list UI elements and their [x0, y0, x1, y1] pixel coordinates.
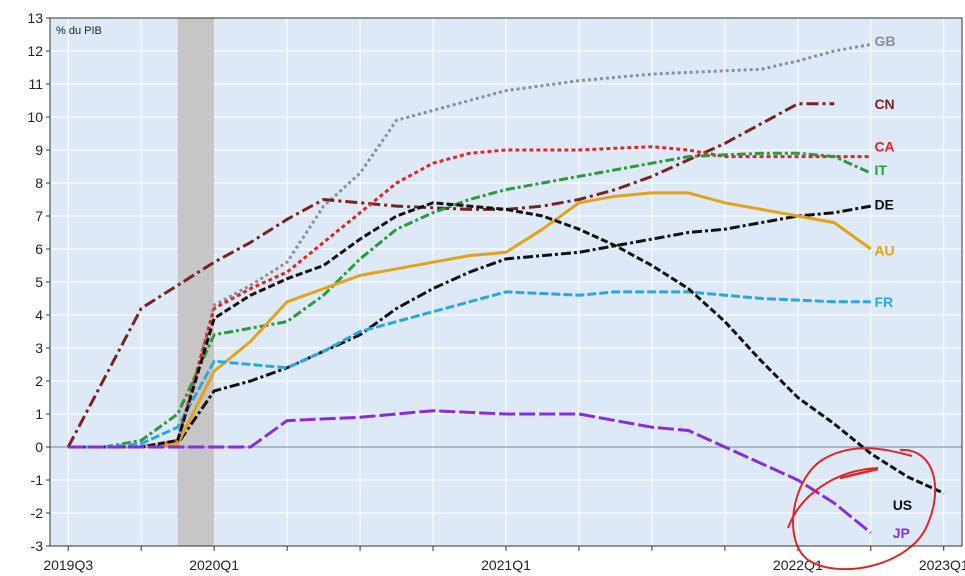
y-tick-label: 4	[35, 307, 43, 323]
y-tick-label: -2	[31, 505, 44, 521]
shaded-recession-band	[177, 18, 215, 546]
y-axis-label: % du PIB	[56, 25, 102, 37]
y-tick-label: 13	[27, 10, 43, 26]
x-tick-label: 2020Q1	[189, 557, 239, 573]
series-lines	[66, 42, 945, 534]
y-tick-label: -1	[31, 472, 44, 488]
y-tick-label: 3	[35, 340, 43, 356]
plot-frame	[49, 17, 963, 547]
y-tick-label: 5	[35, 274, 43, 290]
y-tick-label: -3	[31, 538, 44, 554]
y-tick-label: 2	[35, 373, 43, 389]
y-tick-label: 0	[35, 439, 43, 455]
series-label-au: AU	[874, 243, 894, 259]
x-tick-label: 2023Q1	[919, 557, 965, 573]
series-line-de	[68, 204, 872, 449]
y-tick-label: 9	[35, 142, 43, 158]
y-tick-label: 8	[35, 175, 43, 191]
red-tick-mark	[839, 467, 879, 480]
x-axis-ticks: 2019Q3 2020Q1 2021Q1 2022Q1 2023Q1	[43, 546, 965, 573]
series-label-ca: CA	[874, 139, 894, 155]
series-line-ca	[68, 145, 871, 449]
y-tick-label: 1	[35, 406, 43, 422]
hand-drawn-annotation	[787, 447, 937, 571]
series-label-it: IT	[874, 162, 887, 178]
x-tick-label: 2019Q3	[43, 557, 93, 573]
y-tick-label: 11	[28, 76, 43, 92]
y-tick-label: 7	[35, 208, 43, 224]
y-tick-label: 10	[27, 109, 43, 125]
series-label-cn: CN	[874, 96, 894, 112]
series-line-gb	[68, 42, 872, 449]
series-label-fr: FR	[874, 294, 893, 310]
y-tick-label: 6	[35, 241, 43, 257]
series-label-us: US	[893, 497, 912, 513]
series-line-cn	[66, 102, 835, 448]
x-tick-label: 2022Q1	[773, 557, 823, 573]
series-labels: GB CN CA IT DE AU FR US JP	[874, 33, 912, 541]
series-label-de: DE	[874, 196, 893, 212]
recession-band	[177, 18, 215, 546]
series-line-au	[68, 191, 872, 449]
red-circle-stroke	[792, 447, 937, 571]
red-circle-inner-stroke	[787, 467, 879, 529]
x-tick-label: 2021Q1	[481, 557, 531, 573]
series-line-us	[68, 201, 945, 495]
y-tick-label: 12	[27, 43, 43, 59]
series-line-fr	[68, 290, 871, 449]
series-line-jp	[68, 409, 872, 534]
series-label-jp: JP	[893, 525, 910, 541]
series-label-gb: GB	[874, 33, 895, 49]
